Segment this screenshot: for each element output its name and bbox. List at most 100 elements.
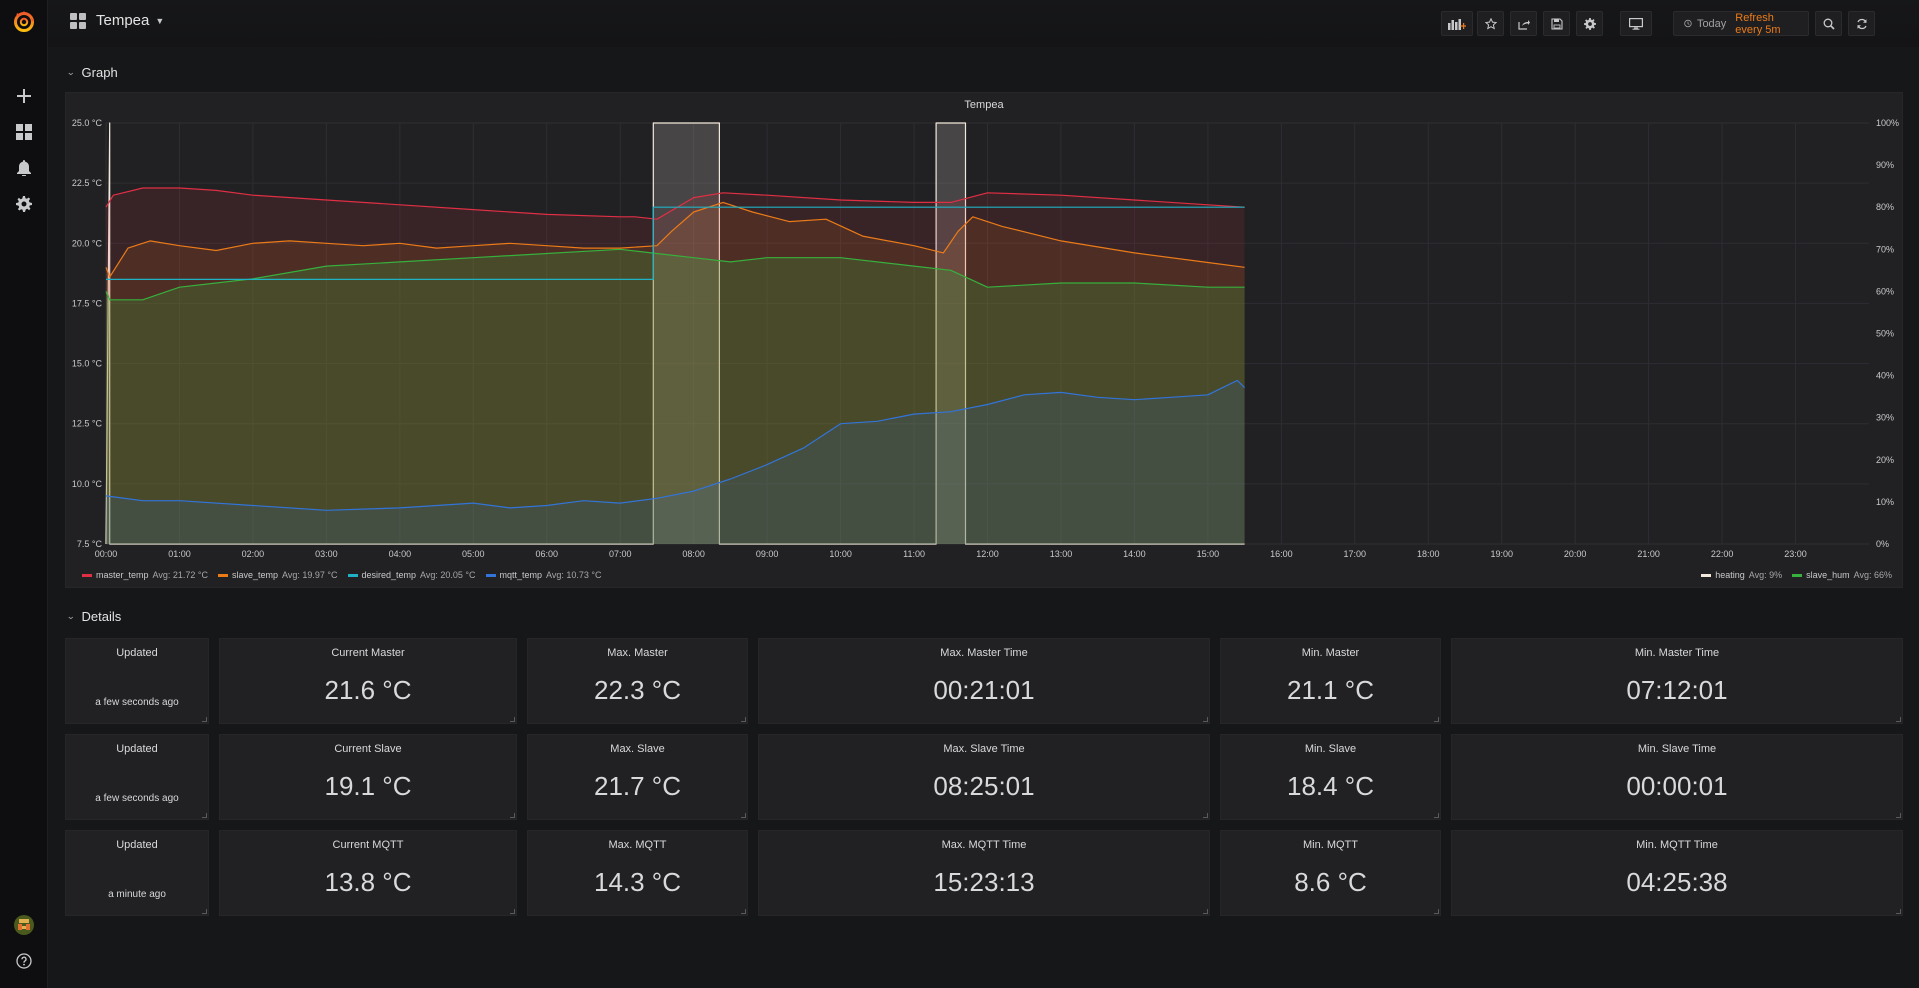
stat-panel[interactable]: Max. Master Time 00:21:01 [758, 638, 1210, 724]
grafana-logo-icon[interactable] [0, 4, 48, 40]
bell-icon[interactable] [0, 150, 48, 186]
resize-handle-icon[interactable] [510, 909, 515, 914]
legend-item-slave-hum[interactable]: slave_hum Avg: 66% [1792, 570, 1892, 580]
series-line-mqtt-temp [105, 379, 1246, 511]
stat-panel-title[interactable]: Min. Master Time [1634, 647, 1720, 659]
stat-panel-title[interactable]: Current Master [331, 647, 405, 659]
legend-swatch [1701, 573, 1712, 577]
avatar[interactable] [0, 907, 48, 943]
stat-panel-title[interactable]: Max. Slave Time [943, 743, 1025, 755]
y-right-tick-label: 100% [1876, 118, 1899, 128]
series-line-heating [105, 122, 1245, 545]
dashboards-icon[interactable] [0, 114, 48, 150]
resize-handle-icon[interactable] [1896, 813, 1901, 818]
graph-canvas[interactable]: 25.0 °C 22.5 °C 20.0 °C 17.5 °C 15.0 °C 12.5 … [66, 93, 1904, 589]
stat-panel[interactable]: Max. Master 22.3 °C [527, 638, 748, 724]
stat-panel-title[interactable]: Max. Master Time [940, 647, 1028, 659]
stat-panel[interactable]: Min. Slave 18.4 °C [1220, 734, 1441, 820]
stat-value: 18.4 °C [1286, 771, 1374, 801]
stat-panel[interactable]: Current Slave 19.1 °C [219, 734, 517, 820]
gear-icon[interactable] [0, 186, 48, 222]
resize-handle-icon[interactable] [1203, 717, 1208, 722]
stat-panel[interactable]: Updated a few seconds ago [65, 638, 209, 724]
stat-panel-title[interactable]: Max. Master [607, 647, 668, 659]
zoom-out-button[interactable] [1815, 11, 1842, 36]
stat-panel[interactable]: Min. Master Time 07:12:01 [1451, 638, 1903, 724]
stat-panel[interactable]: Min. MQTT 8.6 °C [1220, 830, 1441, 916]
stat-panel[interactable]: Current MQTT 13.8 °C [219, 830, 517, 916]
stat-panel-title[interactable]: Min. Slave [1304, 743, 1357, 755]
stat-panel-title[interactable]: Min. Master [1301, 647, 1360, 659]
legend-item-slave-temp[interactable]: slave_temp Avg: 19.97 °C [218, 570, 338, 580]
resize-handle-icon[interactable] [741, 813, 746, 818]
stat-panel[interactable]: Max. MQTT 14.3 °C [527, 830, 748, 916]
monitor-icon [1629, 17, 1643, 30]
resize-handle-icon[interactable] [1434, 717, 1439, 722]
legend-item-master-temp[interactable]: master_temp Avg: 21.72 °C [82, 570, 208, 580]
resize-handle-icon[interactable] [1896, 909, 1901, 914]
resize-handle-icon[interactable] [741, 909, 746, 914]
row-details-toggle[interactable]: ⌄ Details [66, 609, 121, 624]
stat-panel[interactable]: Updated a minute ago [65, 830, 209, 916]
resize-handle-icon[interactable] [1434, 813, 1439, 818]
resize-handle-icon[interactable] [202, 717, 207, 722]
resize-handle-icon[interactable] [1203, 813, 1208, 818]
stat-panel[interactable]: Current Master 21.6 °C [219, 638, 517, 724]
time-range-picker[interactable]: Today Refresh every 5m [1673, 11, 1809, 36]
stat-panel-title[interactable]: Max. MQTT [608, 839, 667, 851]
resize-handle-icon[interactable] [202, 909, 207, 914]
stat-panel[interactable]: Min. MQTT Time 04:25:38 [1451, 830, 1903, 916]
stat-value: 21.1 °C [1286, 675, 1374, 705]
stat-panel-title[interactable]: Min. Slave Time [1637, 743, 1717, 755]
x-tick-label: 02:00 [242, 549, 265, 559]
share-icon [1517, 19, 1530, 30]
stat-panel-title[interactable]: Updated [116, 647, 158, 659]
stat-panel-title[interactable]: Updated [116, 743, 158, 755]
chevron-down-icon: ⌄ [66, 67, 76, 77]
legend-left: master_temp Avg: 21.72 °C slave_temp Avg: 1… [82, 570, 602, 580]
stat-value: a few seconds ago [95, 793, 179, 804]
resize-handle-icon[interactable] [1896, 717, 1901, 722]
stat-panel-title[interactable]: Max. Slave [610, 743, 665, 755]
legend-swatch [1792, 573, 1803, 577]
refresh-button[interactable] [1848, 11, 1875, 36]
stat-panel[interactable]: Max. Slave Time 08:25:01 [758, 734, 1210, 820]
series-area-heating [106, 123, 1245, 544]
legend-item-desired-temp[interactable]: desired_temp Avg: 20.05 °C [347, 570, 476, 580]
graph-panel-title[interactable]: Tempea [964, 99, 1004, 111]
graph-panel[interactable]: 25.0 °C 22.5 °C 20.0 °C 17.5 °C 15.0 °C 12.5 … [65, 92, 1903, 588]
stat-panel[interactable]: Min. Master 21.1 °C [1220, 638, 1441, 724]
stat-panel-title[interactable]: Updated [116, 839, 158, 851]
stat-panel-title[interactable]: Min. MQTT [1303, 839, 1358, 851]
dashboard-picker[interactable]: Tempea ▼ [70, 12, 164, 29]
help-icon[interactable] [0, 943, 48, 979]
legend-series-name: slave_hum [1806, 570, 1850, 580]
legend-item-heating[interactable]: heating Avg: 9% [1701, 570, 1782, 580]
save-button[interactable] [1543, 11, 1570, 36]
resize-handle-icon[interactable] [202, 813, 207, 818]
stat-value: 19.1 °C [324, 771, 412, 801]
resize-handle-icon[interactable] [510, 717, 515, 722]
resize-handle-icon[interactable] [1434, 909, 1439, 914]
share-button[interactable] [1510, 11, 1537, 36]
plus-icon[interactable] [0, 78, 48, 114]
resize-handle-icon[interactable] [1203, 909, 1208, 914]
x-tick-label: 07:00 [609, 549, 632, 559]
resize-handle-icon[interactable] [510, 813, 515, 818]
resize-handle-icon[interactable] [741, 717, 746, 722]
stat-panel-title[interactable]: Current MQTT [332, 839, 404, 851]
legend-item-mqtt-temp[interactable]: mqtt_temp Avg: 10.73 °C [485, 570, 602, 580]
star-button[interactable] [1477, 11, 1504, 36]
add-panel-button[interactable] [1441, 11, 1473, 36]
stat-panel[interactable]: Max. Slave 21.7 °C [527, 734, 748, 820]
stat-panel[interactable]: Max. MQTT Time 15:23:13 [758, 830, 1210, 916]
tv-mode-button[interactable] [1620, 11, 1652, 36]
stat-panel[interactable]: Updated a few seconds ago [65, 734, 209, 820]
x-tick-label: 17:00 [1344, 549, 1367, 559]
stat-panel[interactable]: Min. Slave Time 00:00:01 [1451, 734, 1903, 820]
stat-panel-title[interactable]: Min. MQTT Time [1636, 839, 1718, 851]
stat-panel-title[interactable]: Current Slave [334, 743, 402, 755]
stat-panel-title[interactable]: Max. MQTT Time [941, 839, 1027, 851]
settings-button[interactable] [1576, 11, 1603, 36]
row-graph-toggle[interactable]: ⌄ Graph [66, 65, 117, 80]
